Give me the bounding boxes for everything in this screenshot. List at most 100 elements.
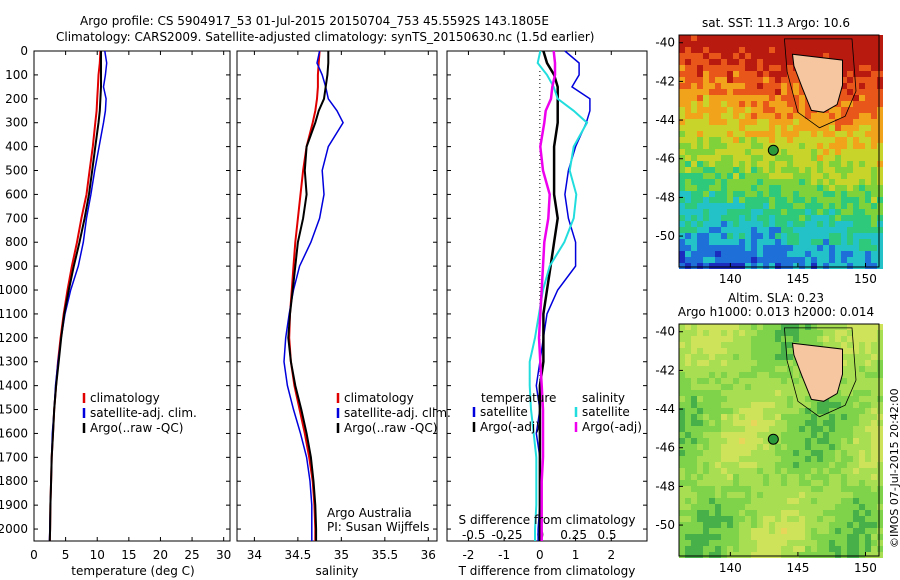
- temp-legend-label: Argo(..raw -QC): [90, 421, 183, 435]
- map-cell: [799, 95, 805, 101]
- map-cell: [745, 528, 751, 534]
- map-cell: [775, 239, 781, 245]
- map-cell: [763, 348, 769, 354]
- map-cell: [709, 516, 715, 522]
- map-cell: [757, 227, 763, 233]
- map-cell: [829, 41, 835, 47]
- map-cell: [799, 41, 805, 47]
- map-cell: [877, 137, 883, 143]
- map-cell: [841, 450, 847, 456]
- map-cell: [817, 426, 823, 432]
- map-cell: [733, 95, 739, 101]
- map-cell: [733, 113, 739, 119]
- map-cell: [859, 492, 865, 498]
- map-cell: [871, 384, 877, 390]
- map-cell: [703, 47, 709, 53]
- argo-float-marker: [767, 144, 779, 156]
- map-cell: [793, 510, 799, 516]
- map-cell: [685, 101, 691, 107]
- map-cell: [691, 408, 697, 414]
- map-cell: [751, 137, 757, 143]
- map-cell: [877, 342, 883, 348]
- map-cell: [811, 167, 817, 173]
- map-cell: [829, 498, 835, 504]
- map-cell: [757, 498, 763, 504]
- map-cell: [865, 161, 871, 167]
- map-cell: [847, 257, 853, 263]
- map-cell: [751, 336, 757, 342]
- map-cell: [835, 251, 841, 257]
- map-cell: [769, 215, 775, 221]
- map-cell: [775, 378, 781, 384]
- map-cell: [679, 239, 685, 245]
- map-cell: [793, 185, 799, 191]
- map-cell: [775, 191, 781, 197]
- map-cell: [853, 354, 859, 360]
- map-cell: [757, 131, 763, 137]
- map-cell: [859, 426, 865, 432]
- map-cell: [727, 378, 733, 384]
- map-cell: [751, 101, 757, 107]
- map-cell: [865, 540, 871, 546]
- map-cell: [763, 372, 769, 378]
- map-cell: [739, 131, 745, 137]
- map-cell: [805, 221, 811, 227]
- map-cell: [775, 324, 781, 330]
- map-cell: [763, 396, 769, 402]
- map-cell: [853, 498, 859, 504]
- map-cell: [805, 444, 811, 450]
- map-cell: [799, 534, 805, 540]
- map-cell: [715, 101, 721, 107]
- map-cell: [679, 167, 685, 173]
- map-cell: [793, 474, 799, 480]
- map-cell: [715, 179, 721, 185]
- map-cell: [805, 119, 811, 125]
- map-cell: [787, 474, 793, 480]
- map-cell: [697, 456, 703, 462]
- map-cell: [781, 468, 787, 474]
- map-cell: [727, 528, 733, 534]
- panel-frame-0: [33, 50, 231, 542]
- map-cell: [697, 53, 703, 59]
- map-cell: [697, 528, 703, 534]
- map-cell: [745, 384, 751, 390]
- map-cell: [769, 330, 775, 336]
- map-cell: [805, 257, 811, 263]
- map-cell: [793, 552, 799, 558]
- map-cell: [727, 35, 733, 41]
- map-cell: [763, 221, 769, 227]
- map-cell: [841, 492, 847, 498]
- map-cell: [721, 107, 727, 113]
- map-cell: [871, 89, 877, 95]
- map-cell: [691, 384, 697, 390]
- map-cell: [829, 53, 835, 59]
- map-cell: [727, 462, 733, 468]
- map-cell: [727, 366, 733, 372]
- map-cell: [775, 414, 781, 420]
- map-cell: [859, 125, 865, 131]
- map-cell: [715, 35, 721, 41]
- map-cell: [757, 324, 763, 330]
- map-cell: [715, 215, 721, 221]
- tdiff-tick-label: 2: [607, 548, 615, 562]
- map-cell: [859, 167, 865, 173]
- map-cell: [691, 119, 697, 125]
- map-cell: [757, 432, 763, 438]
- map-cell: [763, 113, 769, 119]
- map-cell: [721, 480, 727, 486]
- map-cell: [751, 173, 757, 179]
- map-cell: [865, 498, 871, 504]
- map-cell: [679, 227, 685, 233]
- map-cell: [697, 552, 703, 558]
- map-cell: [703, 245, 709, 251]
- map-cell: [841, 444, 847, 450]
- map-cell: [757, 173, 763, 179]
- map-cell: [817, 221, 823, 227]
- map-cell: [739, 402, 745, 408]
- map-cell: [829, 257, 835, 263]
- map-cell: [853, 41, 859, 47]
- map-cell: [691, 462, 697, 468]
- map-cell: [793, 263, 799, 269]
- map-cell: [829, 185, 835, 191]
- map-cell: [781, 47, 787, 53]
